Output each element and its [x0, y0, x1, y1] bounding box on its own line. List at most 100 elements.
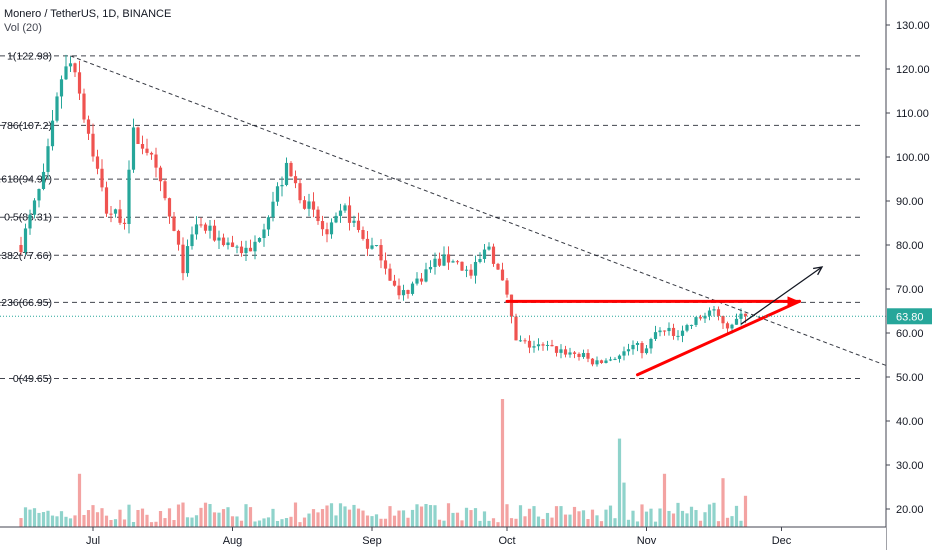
candle-body — [302, 200, 307, 209]
candle-body — [68, 63, 73, 67]
candle-body — [64, 66, 68, 80]
fib-label: 1(122.98) — [7, 50, 52, 62]
triangle-support-line — [636, 299, 801, 377]
candle-body — [536, 344, 541, 347]
volume-bar — [316, 512, 320, 529]
volume-bar — [721, 478, 725, 529]
candle-body — [284, 162, 289, 185]
candle-body — [365, 238, 370, 249]
volume-bar — [212, 512, 217, 529]
volume-bar — [608, 505, 613, 529]
price-tick-label: 50.00 — [896, 372, 924, 384]
volume-bar — [41, 512, 46, 529]
breakout-arrow-line — [740, 266, 823, 325]
volume-bar — [154, 521, 158, 529]
candle-body — [383, 260, 388, 269]
volume-bar — [698, 520, 703, 529]
candle-body — [518, 340, 523, 342]
volume-bar — [640, 504, 644, 529]
volume-bar — [239, 520, 244, 529]
volume-bar — [235, 516, 239, 529]
candle-body — [527, 340, 532, 348]
time-axis: Jul Aug Sep Oct Nov Dec — [0, 526, 886, 550]
candle-body — [586, 352, 590, 359]
price-tick-label: 90.00 — [896, 196, 924, 208]
volume-bar — [329, 503, 334, 529]
candle-body — [590, 358, 595, 365]
candle-body — [95, 156, 100, 169]
candle-body — [374, 245, 379, 247]
candle-body — [100, 168, 104, 188]
candle-body — [613, 358, 617, 360]
candle-body — [46, 146, 50, 172]
candle-body — [266, 217, 271, 230]
candle-body — [437, 258, 442, 266]
candle-body — [329, 222, 334, 235]
volume-bar — [703, 512, 707, 529]
candle-body — [455, 261, 460, 263]
volume-bar — [437, 519, 442, 529]
volume-bar — [559, 506, 563, 529]
volume-bar — [109, 520, 113, 529]
time-tick-label: Sep — [362, 535, 382, 547]
candle-body — [149, 152, 154, 155]
candle-body — [122, 222, 127, 224]
volume-bar — [689, 506, 694, 529]
volume-bar — [505, 504, 509, 529]
volume-bar — [631, 510, 635, 529]
candle-body — [617, 355, 622, 359]
candle-body — [671, 327, 676, 336]
candle-body — [226, 242, 230, 246]
volume-bar — [185, 517, 190, 529]
breakout-arrow-head — [813, 266, 824, 276]
price-axis-background — [886, 0, 932, 550]
volume-bar — [469, 510, 473, 529]
candle-body — [271, 201, 275, 218]
candle-body — [118, 209, 122, 223]
volume-bar — [230, 516, 235, 529]
chart-title: Monero / TetherUS, 1D, BINANCE — [4, 8, 172, 20]
volume-bar — [59, 511, 64, 529]
volume-bar — [131, 521, 136, 529]
volume-bar — [716, 521, 721, 529]
price-tick-label: 100.00 — [896, 152, 930, 164]
candle-body — [532, 346, 536, 348]
volume-bar — [415, 504, 419, 529]
candle-body — [559, 349, 563, 353]
candle-body — [545, 344, 550, 346]
candle-body — [442, 254, 446, 266]
candle-body — [257, 237, 262, 242]
volume-bar — [365, 515, 370, 529]
candle-body — [316, 209, 320, 222]
candle-body — [77, 72, 82, 94]
candle-body — [491, 246, 496, 264]
candle-body — [712, 309, 716, 311]
fib-grid: 1(122.98) 786(107.2) 0.618(94.97) 0.5(86.31… — [0, 50, 860, 385]
volume-bar — [743, 495, 748, 529]
fib-label: 0(49.65) — [13, 373, 52, 385]
volume-bar — [383, 518, 388, 529]
candle-body — [667, 327, 671, 332]
volume-bar — [590, 509, 595, 529]
volume-bar — [734, 505, 739, 529]
volume-bar — [361, 510, 365, 529]
candle-body — [91, 133, 95, 157]
candle-body — [181, 244, 185, 274]
volume-bar — [32, 508, 37, 529]
volume-bar — [37, 512, 41, 529]
current-price-badge — [887, 308, 932, 325]
candle-body — [32, 200, 37, 215]
volume-bar — [221, 509, 226, 529]
candle-body — [433, 258, 437, 267]
volume-bar — [262, 518, 266, 529]
candle-body — [577, 353, 581, 357]
candle-body — [743, 313, 748, 317]
candle-body — [235, 246, 239, 248]
candle-body — [640, 343, 644, 354]
candle-body — [388, 268, 392, 281]
candle-body — [478, 259, 482, 262]
volume-bar — [455, 512, 460, 529]
volume-bar — [622, 482, 626, 529]
volume-bar — [446, 503, 451, 529]
